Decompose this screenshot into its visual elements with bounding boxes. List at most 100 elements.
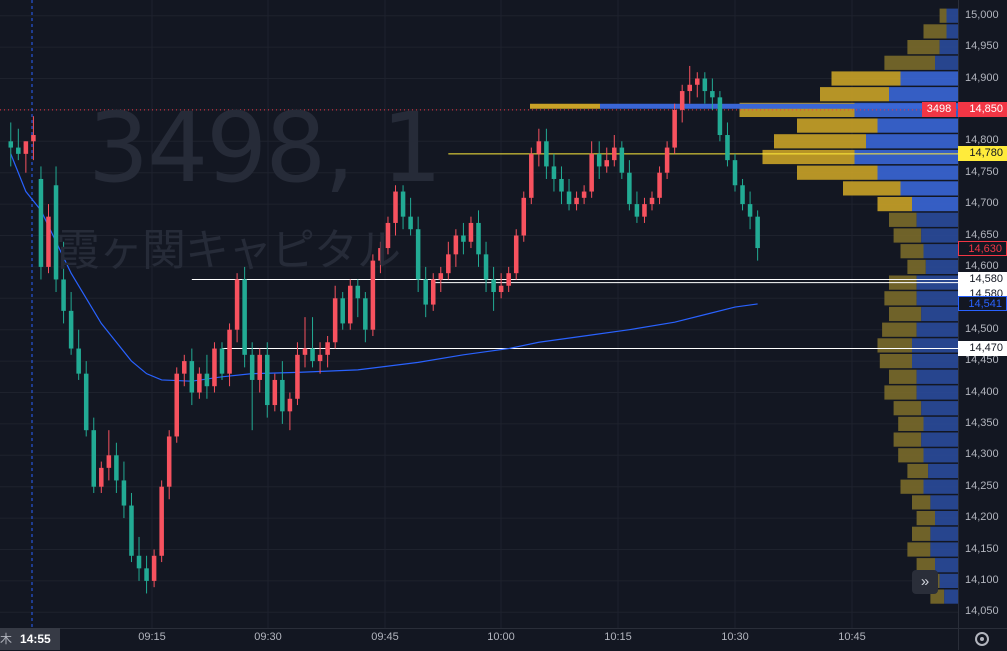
volume-profile-bar-down (921, 306, 958, 322)
price-tick-label: 14,400 (965, 385, 999, 398)
volume-profile-bar-down (900, 181, 958, 196)
candle (468, 222, 474, 242)
volume-profile-bar-down (925, 259, 958, 274)
candle (38, 178, 44, 267)
candle (672, 109, 677, 148)
candle (23, 141, 29, 154)
poc-bar-up (530, 103, 600, 109)
candle (559, 178, 564, 192)
volume-profile-bar-up (900, 479, 924, 494)
price-axis[interactable]: 15,000 14,950 14,900 14,850 14,800 14,750 14,7… (958, 0, 1007, 628)
price-badge-prev: 14,630 (958, 240, 1007, 256)
volume-profile-bar-down (923, 416, 958, 431)
price-tick-label: 14,200 (965, 511, 999, 524)
candle (234, 279, 240, 330)
price-tick-label: 14,300 (965, 448, 999, 461)
candle (8, 141, 14, 148)
candle (227, 329, 232, 374)
volume-profile-bar-up (843, 181, 901, 196)
candle (31, 135, 36, 142)
price-badge-symbol: 3498 (922, 102, 956, 118)
candle (378, 248, 383, 261)
vwap-line (10, 153, 758, 382)
candle (174, 373, 180, 437)
price-badge-vwap: 14,541 (958, 296, 1007, 312)
volume-profile-bar-up (907, 542, 931, 557)
volume-profile-bar-up (820, 87, 889, 102)
candle (596, 153, 602, 167)
volume-profile-bar-down (928, 463, 958, 479)
volume-profile-bar-down (854, 149, 958, 165)
expand-button[interactable]: » (912, 570, 938, 594)
price-badge-hline: 14,470 (958, 341, 1007, 357)
volume-profile-bar-down (935, 55, 958, 70)
volume-profile-bar-up (900, 244, 924, 259)
price-tick-label: 14,800 (965, 134, 999, 147)
volume-profile-bar-down (930, 495, 958, 510)
candle (498, 285, 504, 293)
candle (619, 147, 625, 173)
candle (604, 160, 610, 167)
candle (136, 555, 142, 569)
volume-profile-bar-up (882, 322, 917, 337)
volume-profile-bar-down (944, 589, 958, 604)
candle (483, 254, 489, 280)
volume-profile-bar-up (898, 448, 924, 463)
candle (302, 348, 308, 355)
candle (242, 279, 247, 355)
candle (679, 91, 685, 110)
candle (649, 197, 655, 205)
volume-profile-bar-down (935, 511, 958, 526)
candle (446, 254, 451, 274)
volume-profile-bar-down (916, 369, 958, 384)
volume-profile-bar-up (939, 8, 947, 23)
candle (144, 568, 149, 581)
volume-profile-bar-down (912, 338, 958, 353)
axis-corner (958, 628, 1007, 650)
volume-profile-bar-up (877, 197, 912, 212)
volume-profile-bar-down (946, 8, 958, 23)
volume-profile-bar-up (879, 354, 912, 369)
candle (166, 436, 172, 487)
volume-profile-bar-up (797, 118, 878, 133)
volume-profile-bar-up (831, 71, 901, 86)
candle (551, 166, 557, 179)
price-tick-label: 14,950 (965, 40, 999, 53)
volume-profile-bar-up (912, 526, 931, 541)
time-tick-label: 10:00 (487, 631, 515, 643)
candle (249, 354, 255, 380)
price-tick-label: 14,650 (965, 228, 999, 241)
settings-gear-icon[interactable] (975, 632, 989, 646)
volume-profile-bar-up (907, 40, 940, 55)
candle (393, 191, 398, 223)
candle (91, 430, 97, 487)
price-tick-label: 14,500 (965, 322, 999, 335)
candle (627, 172, 632, 205)
candle (219, 348, 225, 374)
candle (725, 135, 730, 161)
volume-profile-bar-up (923, 24, 947, 39)
candle (159, 486, 164, 556)
volume-profile-bar-up (907, 463, 929, 479)
price-tick-label: 14,100 (965, 573, 999, 586)
candle (129, 505, 134, 556)
candle (114, 455, 119, 481)
volume-profile-bar-down (900, 71, 958, 86)
candle (634, 204, 640, 217)
price-badge-hline: 14,580 (958, 271, 1007, 287)
price-tick-label: 14,600 (965, 259, 999, 272)
company-name-watermark: 霞ヶ関キャピタル (56, 225, 401, 276)
candle (76, 348, 81, 374)
volume-profile-bar-down (930, 526, 958, 541)
price-tick-label: 14,150 (965, 542, 999, 555)
candle (657, 172, 662, 198)
time-axis[interactable] (0, 628, 958, 651)
candle (265, 354, 270, 406)
candle (197, 373, 202, 393)
candle (347, 285, 353, 324)
candle (438, 273, 444, 280)
time-tick-label: 09:15 (138, 631, 166, 643)
candle (740, 185, 745, 205)
volume-profile-bar-up (893, 228, 922, 243)
